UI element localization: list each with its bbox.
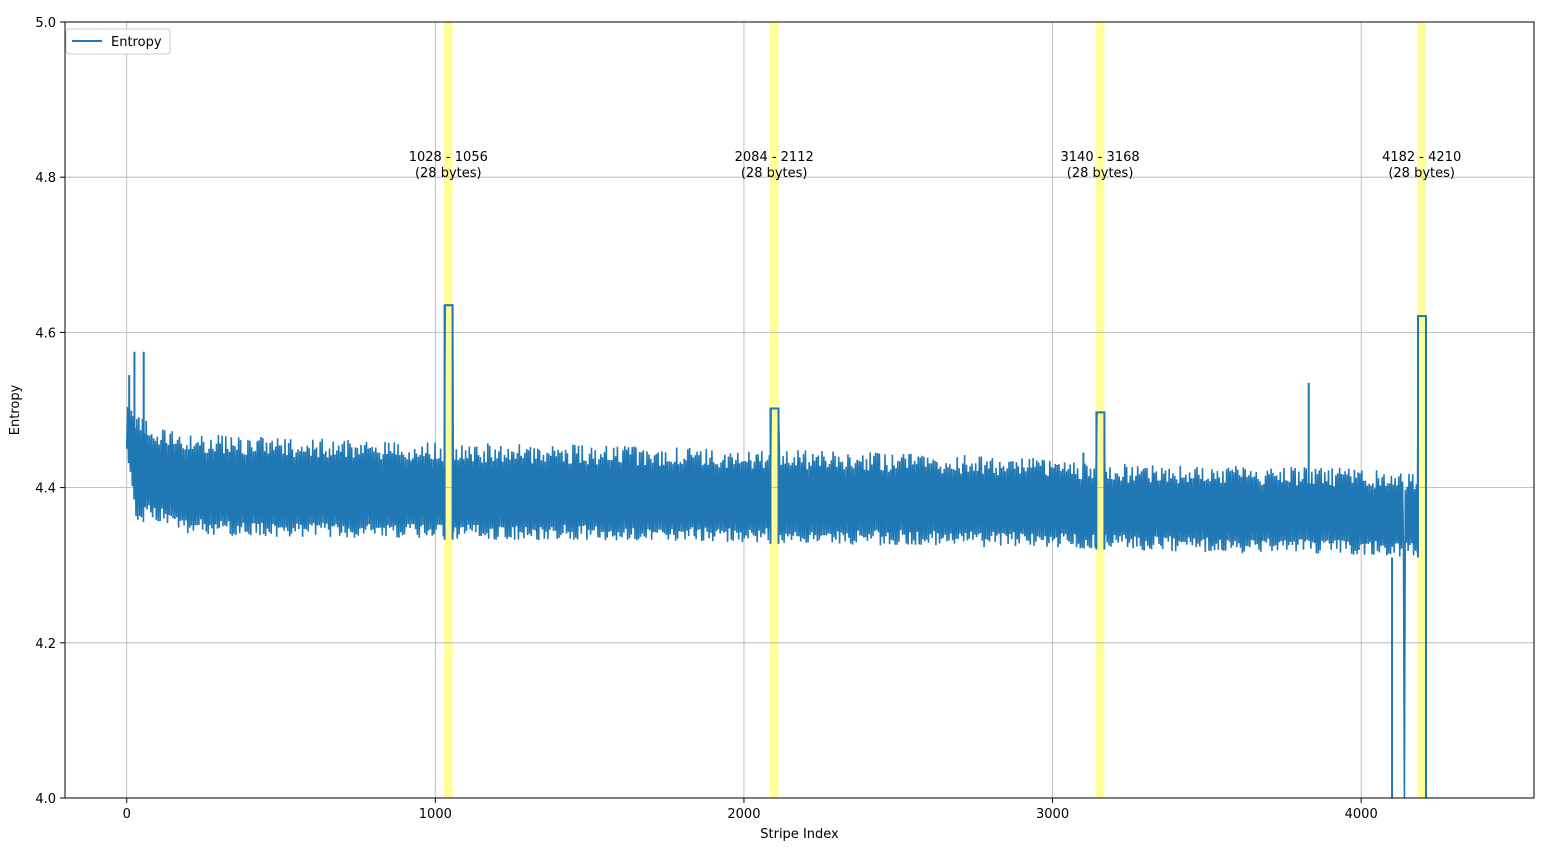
legend-label: Entropy — [111, 35, 162, 50]
highlight-band-3 — [1417, 22, 1426, 798]
legend: Entropy — [65, 28, 171, 55]
series-entropy — [125, 304, 1427, 799]
highlight-band-0 — [443, 22, 453, 798]
y-tick-label-0: 4.0 — [35, 792, 56, 807]
highlight-label-1: 2084 - 2112 — [735, 150, 814, 165]
y-tick-label-4: 4.8 — [35, 171, 56, 186]
highlight-label-3: 4182 - 4210 — [1382, 150, 1461, 165]
axes: 0 1000 2000 3000 4000 4.0 4.2 4.4 4.6 4.8 5.0 — [35, 16, 1377, 822]
y-axis-label: Entropy — [8, 384, 23, 435]
plateau-0 — [443, 304, 454, 540]
highlight-label-2: 3140 - 3168 — [1061, 150, 1140, 165]
x-axis-label: Stripe Index — [760, 827, 839, 842]
y-tick-label-2: 4.4 — [35, 482, 56, 497]
y-tick-label-3: 4.6 — [35, 326, 56, 341]
x-tick-label-1: 1000 — [419, 807, 452, 822]
highlight-annotations: 1028 - 1056(28 bytes)2084 - 2112(28 byte… — [409, 150, 1461, 181]
highlight-sublabel-3: (28 bytes) — [1388, 166, 1455, 181]
plateau-2 — [1095, 411, 1106, 550]
plot-frame — [64, 21, 1535, 799]
highlight-sublabel-2: (28 bytes) — [1067, 166, 1134, 181]
highlight-sublabel-1: (28 bytes) — [741, 166, 808, 181]
x-tick-label-4: 4000 — [1345, 807, 1378, 822]
x-tick-label-2: 2000 — [727, 807, 760, 822]
plateau-1 — [769, 407, 780, 544]
highlight-band-1 — [769, 22, 779, 798]
highlight-label-0: 1028 - 1056 — [409, 150, 488, 165]
x-tick-label-3: 3000 — [1036, 807, 1069, 822]
x-tick-label-0: 0 — [123, 807, 131, 822]
highlight-band-2 — [1095, 22, 1105, 798]
y-tick-label-1: 4.2 — [35, 637, 56, 652]
legend-box — [65, 28, 171, 55]
highlight-bands — [443, 22, 1426, 798]
y-tick-label-5: 5.0 — [35, 16, 56, 31]
highlight-sublabel-0: (28 bytes) — [415, 166, 482, 181]
